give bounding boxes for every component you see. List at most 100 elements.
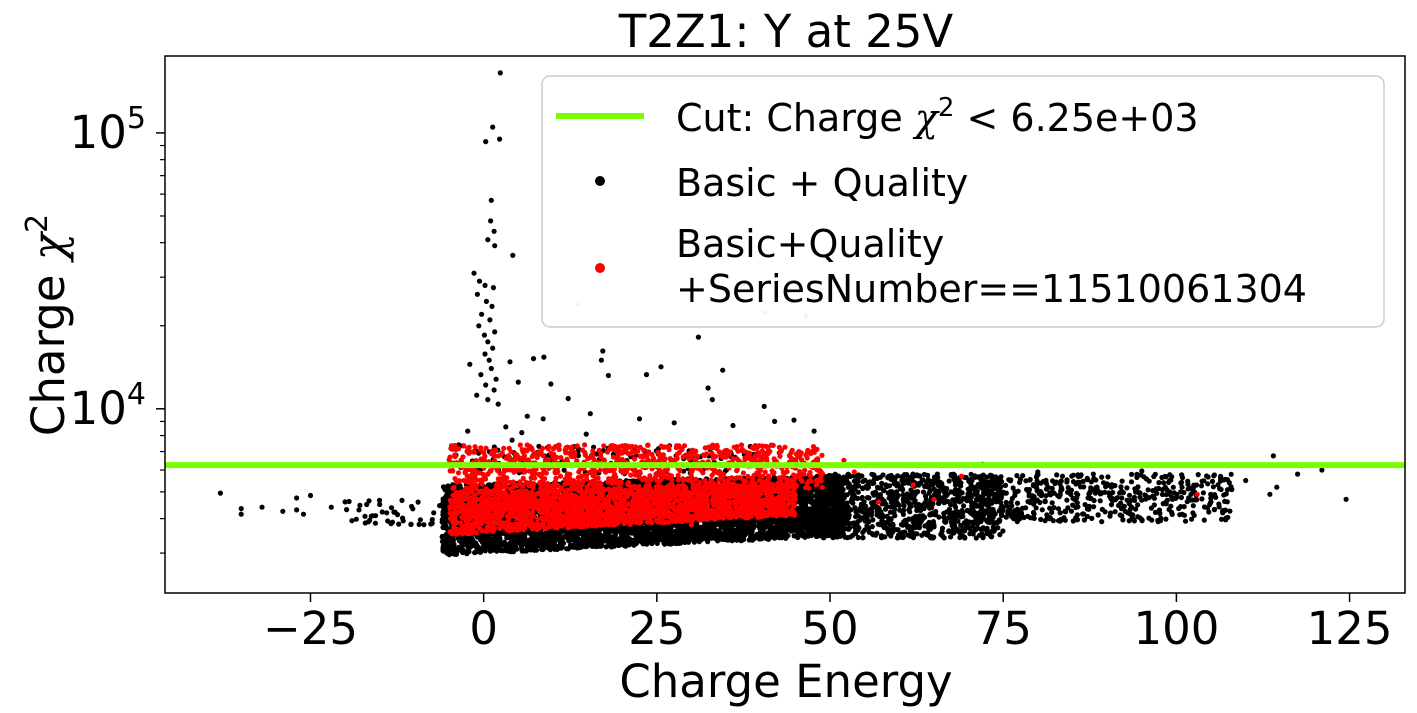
basic-point <box>700 530 706 536</box>
basic-point <box>610 540 616 546</box>
basic-point <box>808 497 814 503</box>
basic-point <box>746 537 752 543</box>
basic-point <box>757 522 764 528</box>
basic-point <box>472 541 478 547</box>
basic-point <box>511 532 517 538</box>
basic-point <box>801 523 807 530</box>
basic-point <box>518 543 525 549</box>
basic-point <box>590 541 596 548</box>
basic-point <box>793 533 799 539</box>
basic-point <box>811 519 817 525</box>
basic-point <box>595 543 601 549</box>
basic-point <box>691 539 698 545</box>
basic-point <box>567 535 574 541</box>
basic-point <box>551 533 557 540</box>
basic-point <box>514 537 521 543</box>
basic-point <box>468 537 474 543</box>
basic-point <box>485 482 492 488</box>
basic-point <box>472 550 478 556</box>
basic-point <box>761 525 768 531</box>
basic-point <box>547 545 553 551</box>
basic-point <box>799 519 805 525</box>
basic-point <box>628 540 634 546</box>
basic-point <box>442 505 448 511</box>
basic-point <box>642 532 648 538</box>
basic-point <box>788 528 794 534</box>
basic-point <box>454 548 460 554</box>
basic-point <box>693 532 699 538</box>
basic-point <box>594 536 600 543</box>
basic-point <box>445 485 451 491</box>
basic-point <box>600 536 606 542</box>
basic-point <box>580 534 587 540</box>
basic-point <box>577 531 583 537</box>
basic-point <box>698 536 704 543</box>
basic-point <box>758 529 764 535</box>
basic-point <box>474 534 481 540</box>
basic-point <box>448 542 454 548</box>
basic-point <box>798 501 804 507</box>
basic-point <box>800 511 807 517</box>
basic-point <box>464 551 470 557</box>
basic-point <box>770 527 776 533</box>
basic-point <box>623 528 629 534</box>
basic-point <box>668 527 674 533</box>
basic-point <box>523 548 529 554</box>
basic-point <box>525 529 532 535</box>
basic-point <box>703 526 710 532</box>
basic-point <box>640 541 646 547</box>
basic-point <box>676 537 682 543</box>
basic-point <box>531 547 538 553</box>
basic-point <box>608 526 614 532</box>
basic-point <box>801 505 808 511</box>
basic-point <box>543 531 549 538</box>
basic-point <box>457 483 463 489</box>
basic-point <box>725 537 731 543</box>
basic-point <box>557 539 563 545</box>
basic-point <box>583 544 589 550</box>
basic-point <box>803 533 809 539</box>
basic-point <box>641 537 647 543</box>
basic-point <box>505 548 511 554</box>
basic-point <box>493 542 500 549</box>
basic-point <box>605 530 611 536</box>
basic-point <box>710 528 716 534</box>
basic-point <box>615 542 621 549</box>
basic-point <box>693 527 699 533</box>
basic-point <box>705 539 711 545</box>
basic-point <box>439 534 445 540</box>
basic-point <box>804 518 810 524</box>
basic-point <box>666 541 672 547</box>
basic-point <box>780 520 786 526</box>
basic-point <box>629 479 635 485</box>
basic-point <box>640 527 646 533</box>
basic-point <box>478 534 484 540</box>
basic-point <box>623 535 629 541</box>
basic-point <box>586 533 592 539</box>
basic-point <box>530 541 536 547</box>
basic-point <box>440 548 447 554</box>
basic-point <box>468 541 474 548</box>
basic-point <box>722 526 728 532</box>
basic-point <box>484 538 490 544</box>
basic-point <box>519 548 526 554</box>
basic-point <box>765 530 771 536</box>
basic-point <box>713 534 719 540</box>
plot-points <box>217 70 1349 558</box>
basic-point <box>663 538 669 544</box>
basic-point <box>534 539 540 545</box>
basic-point <box>439 538 446 545</box>
basic-point <box>499 542 505 548</box>
basic-point <box>645 540 651 546</box>
basic-point <box>571 544 577 550</box>
basic-point <box>747 525 754 531</box>
basic-point <box>441 485 447 491</box>
basic-point <box>678 524 684 530</box>
basic-point <box>779 529 785 536</box>
basic-point <box>523 537 529 543</box>
basic-point <box>792 518 799 524</box>
basic-point <box>708 535 715 541</box>
basic-point <box>647 537 654 543</box>
basic-point <box>683 525 689 532</box>
basic-point <box>654 540 660 547</box>
